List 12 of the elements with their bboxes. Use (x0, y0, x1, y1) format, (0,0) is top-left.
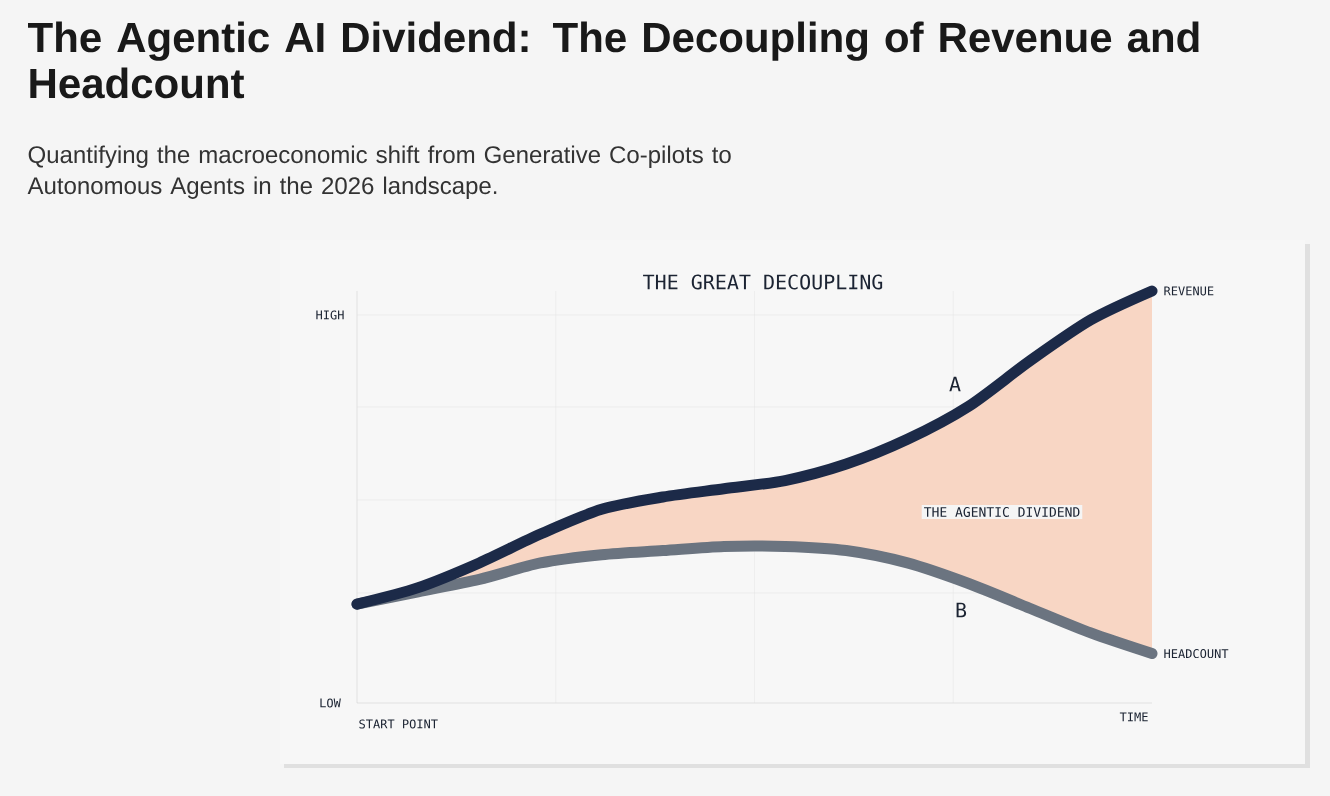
text: START POINT (359, 719, 438, 729)
series-label: REVENUE (1164, 286, 1214, 296)
text: LOW (320, 698, 341, 708)
chart-subtitle: Quantifying the macroeconomic shift from Generative Co-pilots to Autonomous Agents in the 2026 landscape. (27, 145, 731, 199)
series-label: HEADCOUNT (1164, 649, 1229, 659)
x-axis-title: TIME (1119, 712, 1148, 722)
chart-title: The Agentic AI Dividend: The Decoupling of Revenue and Headcount (28, 21, 1199, 99)
annotation: THE AGENTIC DIVIDEND (924, 507, 1080, 517)
text: THE GREAT DECOUPLING (643, 274, 883, 290)
annotation: A (949, 376, 961, 392)
text: HIGH (316, 310, 344, 320)
annotation: B (956, 602, 967, 618)
